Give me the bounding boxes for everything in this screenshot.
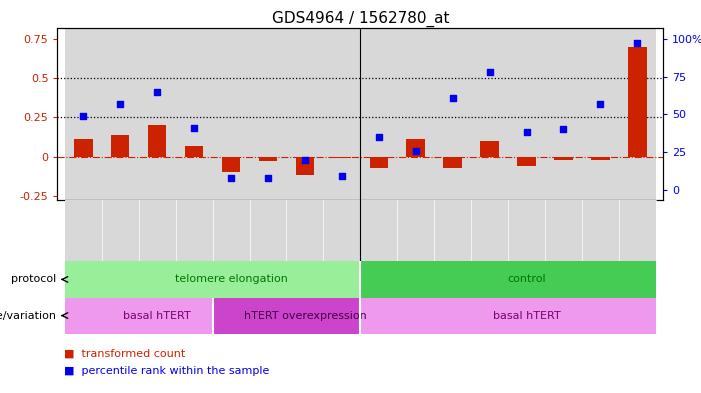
Bar xyxy=(212,200,250,261)
Point xyxy=(226,174,237,181)
Bar xyxy=(250,200,287,261)
Point xyxy=(594,101,606,107)
FancyBboxPatch shape xyxy=(65,298,212,334)
Bar xyxy=(139,28,176,200)
Bar xyxy=(139,200,176,261)
Bar xyxy=(628,47,646,157)
Point xyxy=(373,134,384,140)
Bar xyxy=(250,28,287,200)
Text: telomere elongation: telomere elongation xyxy=(175,274,287,285)
Text: basal hTERT: basal hTERT xyxy=(123,310,191,321)
Bar xyxy=(332,157,351,158)
Bar xyxy=(545,200,582,261)
Bar xyxy=(323,200,360,261)
Bar xyxy=(259,157,277,161)
Text: ■  percentile rank within the sample: ■ percentile rank within the sample xyxy=(64,366,270,376)
Bar xyxy=(185,146,203,157)
Bar xyxy=(176,28,212,200)
Text: hTERT overexpression: hTERT overexpression xyxy=(243,310,367,321)
Bar xyxy=(434,28,471,200)
FancyBboxPatch shape xyxy=(65,261,360,298)
Bar xyxy=(222,157,240,172)
Bar xyxy=(102,200,139,261)
Point xyxy=(262,174,273,181)
Text: protocol: protocol xyxy=(11,274,56,285)
Bar xyxy=(369,157,388,167)
Bar xyxy=(471,200,508,261)
Bar xyxy=(508,28,545,200)
Text: genotype/variation: genotype/variation xyxy=(0,310,56,321)
Bar xyxy=(74,140,93,157)
Bar xyxy=(591,157,610,160)
Bar xyxy=(65,28,102,200)
Point xyxy=(558,126,569,132)
Point xyxy=(189,125,200,131)
Bar xyxy=(111,135,130,157)
Bar xyxy=(397,28,434,200)
FancyBboxPatch shape xyxy=(360,261,655,298)
Point xyxy=(447,95,458,101)
Bar xyxy=(517,157,536,166)
Bar xyxy=(296,157,314,175)
Point xyxy=(299,156,311,163)
Bar xyxy=(554,157,573,160)
Bar xyxy=(323,28,360,200)
Bar xyxy=(176,200,212,261)
Point xyxy=(78,113,89,119)
Point xyxy=(632,40,643,46)
Bar xyxy=(471,28,508,200)
Bar xyxy=(397,200,434,261)
Text: basal hTERT: basal hTERT xyxy=(493,310,560,321)
Text: control: control xyxy=(508,274,546,285)
Bar xyxy=(619,28,655,200)
Bar xyxy=(360,28,397,200)
Bar xyxy=(102,28,139,200)
Text: ■  transformed count: ■ transformed count xyxy=(64,348,186,358)
Point xyxy=(410,147,421,154)
Bar xyxy=(480,141,499,157)
Bar xyxy=(407,140,425,157)
Bar xyxy=(65,200,102,261)
Bar xyxy=(582,28,619,200)
Bar xyxy=(148,125,166,157)
Point xyxy=(115,101,126,107)
FancyBboxPatch shape xyxy=(360,298,655,334)
Bar xyxy=(582,200,619,261)
Point xyxy=(521,129,532,136)
Bar xyxy=(360,200,397,261)
Bar xyxy=(545,28,582,200)
Bar xyxy=(434,200,471,261)
Bar xyxy=(619,200,655,261)
Bar xyxy=(212,28,250,200)
Bar xyxy=(444,157,462,167)
Bar xyxy=(287,200,323,261)
Point xyxy=(151,88,163,95)
Bar xyxy=(287,28,323,200)
Title: GDS4964 / 1562780_at: GDS4964 / 1562780_at xyxy=(271,11,449,27)
FancyBboxPatch shape xyxy=(212,298,360,334)
Bar xyxy=(508,200,545,261)
Point xyxy=(336,173,348,180)
Point xyxy=(484,69,495,75)
